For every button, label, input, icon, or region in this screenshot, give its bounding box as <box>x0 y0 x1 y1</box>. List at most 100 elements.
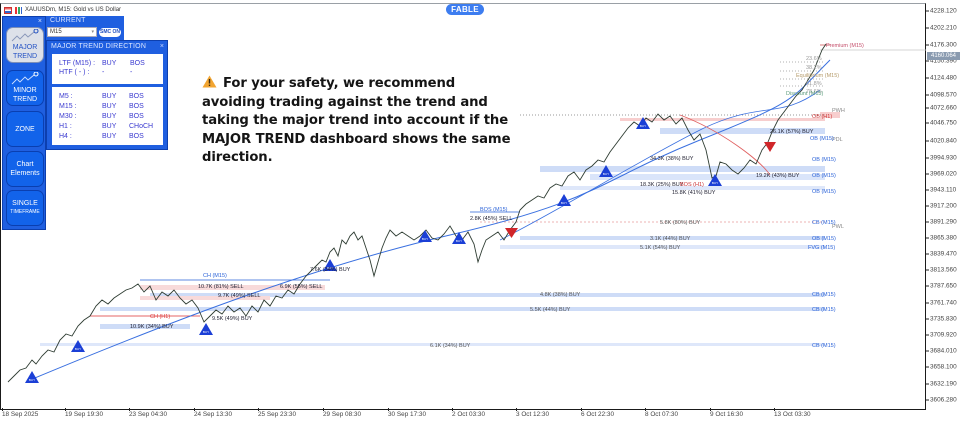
svg-text:PDL: PDL <box>832 137 843 143</box>
svg-text:OB (M15): OB (M15) <box>810 136 834 142</box>
timeframe-label: HTF ( - ) : <box>59 69 90 76</box>
direction-value: BUY <box>102 60 117 67</box>
direction-value: - <box>102 69 105 76</box>
svg-text:OB (M15): OB (M15) <box>812 173 836 179</box>
current-timeframe-panel: CURRENT M15 ▾ SMC ON <box>46 16 124 40</box>
signal-value: BOS <box>130 60 145 67</box>
price-axis[interactable]: 4228.120 4202.210 4176.300 4150.390 4124.480… <box>926 4 960 410</box>
price-tick-label: 3684.010 <box>926 348 957 355</box>
chart-grid-icon <box>4 6 12 14</box>
signal-value: BOS <box>129 93 144 100</box>
single-timeframe-button[interactable]: SINGLE TIMEFRAME <box>6 190 44 226</box>
trend-row: LTF (M15) : BUY BOS <box>52 59 163 68</box>
trend-row: M15 : BUY BOS <box>52 102 163 111</box>
timeframe-value: M15 <box>50 29 62 35</box>
price-tick-label: 4202.210 <box>926 25 957 32</box>
current-label: CURRENT <box>50 17 86 24</box>
svg-text:4.8K (38%) BUY: 4.8K (38%) BUY <box>540 292 581 298</box>
svg-text:CB (M15): CB (M15) <box>812 220 836 226</box>
smc-toggle-button[interactable]: SMC ON <box>99 28 121 37</box>
ltf-htf-summary: LTF (M15) : BUY BOS HTF ( - ) : - - <box>52 54 163 84</box>
time-tick-label: 3 Oct 12:30 <box>516 408 550 418</box>
chart-title-bar: XAUUSDm, M15: Gold vs US Dollar <box>4 4 121 16</box>
price-tick-label: 3813.560 <box>926 267 957 274</box>
price-tick-label: 4176.300 <box>926 42 957 49</box>
chart-elements-button[interactable]: Chart Elements <box>6 151 44 187</box>
price-tick-label: 3632.190 <box>926 381 957 388</box>
svg-text:FVG (M15): FVG (M15) <box>808 245 835 251</box>
trend-row: H4 : BUY BOS <box>52 132 163 141</box>
minor-trend-label-2: TREND <box>12 96 38 103</box>
price-tick-label: 3994.930 <box>926 155 957 162</box>
price-chart[interactable]: BUY <box>0 0 926 410</box>
timeframe-label: H4 : <box>59 133 72 140</box>
svg-text:18.3K (25%) BUY: 18.3K (25%) BUY <box>640 182 684 188</box>
svg-text:61.8%: 61.8% <box>806 81 822 87</box>
price-tick-label: 4020.840 <box>926 138 957 145</box>
chart-elements-label-1: Chart <box>16 161 34 168</box>
svg-text:CH (M15): CH (M15) <box>203 273 227 279</box>
single-timeframe-label-1: SINGLE <box>12 200 38 207</box>
signal-value: - <box>130 69 133 76</box>
zone-label: ZONE <box>15 125 35 133</box>
timeframe-select[interactable]: M15 ▾ <box>47 27 97 37</box>
svg-text:78.6%: 78.6% <box>806 89 822 95</box>
time-tick-label: 29 Sep 08:30 <box>323 408 362 418</box>
close-icon[interactable]: × <box>37 18 42 25</box>
time-tick-label: 18 Sep 2025 <box>2 408 39 418</box>
zone-button[interactable]: ZONE <box>6 111 44 147</box>
single-timeframe-label-2: TIMEFRAME <box>10 209 40 215</box>
timeframe-label: M15 : <box>59 103 77 110</box>
time-tick-label: 8 Oct 07:30 <box>645 408 679 418</box>
svg-text:23.6%: 23.6% <box>806 56 822 62</box>
brand-badge: FABLE <box>446 4 484 15</box>
svg-text:6.9K (55%) SELL: 6.9K (55%) SELL <box>280 284 323 290</box>
close-icon[interactable]: × <box>159 43 164 50</box>
price-tick-label: 4072.660 <box>926 105 957 112</box>
svg-text:CB (M15): CB (M15) <box>812 343 836 349</box>
chart-elements-label-2: Elements <box>10 170 40 177</box>
signal-value: BOS <box>129 103 144 110</box>
signal-value: CHoCH <box>129 123 154 130</box>
svg-text:OB (M15): OB (M15) <box>812 236 836 242</box>
svg-text:9.5K (49%) BUY: 9.5K (49%) BUY <box>212 316 253 322</box>
trend-chart-icon <box>11 72 39 85</box>
svg-text:10.9K (34%) BUY: 10.9K (34%) BUY <box>130 324 174 330</box>
timeframe-label: M30 : <box>59 113 77 120</box>
direction-value: BUY <box>102 113 117 120</box>
time-tick-label: 2 Oct 03:30 <box>452 408 486 418</box>
svg-text:26.1K (57%) BUY: 26.1K (57%) BUY <box>770 129 814 135</box>
warning-text: For your safety, we recommend avoiding t… <box>202 76 511 165</box>
major-trend-button[interactable]: MAJOR TREND <box>6 27 44 63</box>
time-tick-label: 24 Sep 13:30 <box>194 408 233 418</box>
svg-text:7.6K (34%) BUY: 7.6K (34%) BUY <box>310 267 351 273</box>
direction-value: BUY <box>102 93 117 100</box>
timeframe-trend-table: M5 : BUY BOS M15 : BUY BOS M30 : BUY BOS… <box>52 87 163 145</box>
time-axis[interactable]: 18 Sep 2025 19 Sep 19:30 23 Sep 04:30 24 Se… <box>0 408 926 423</box>
trend-row: M30 : BUY BOS <box>52 112 163 121</box>
safety-warning: For your safety, we recommend avoiding t… <box>202 75 522 168</box>
svg-text:CH (H1): CH (H1) <box>150 314 170 320</box>
current-price-label: 4160.064 <box>927 52 960 60</box>
price-tick-label: 3839.470 <box>926 251 957 258</box>
timeframe-label: H1 : <box>59 123 72 130</box>
price-tick-label: 3943.110 <box>926 187 956 194</box>
svg-text:5.1K (54%) BUY: 5.1K (54%) BUY <box>640 245 681 251</box>
svg-text:9.7K (49%) SELL: 9.7K (49%) SELL <box>218 293 261 299</box>
price-tick-label: 4098.570 <box>926 92 957 99</box>
side-menu-panel: × MAJOR TREND MINOR TREND ZONE Chart Ele… <box>2 16 46 230</box>
svg-text:CB (M15): CB (M15) <box>812 292 836 298</box>
time-tick-label: 6 Oct 22:30 <box>581 408 615 418</box>
svg-text:15.8K (41%) BUY: 15.8K (41%) BUY <box>672 190 716 196</box>
time-tick-label: 23 Sep 04:30 <box>129 408 168 418</box>
svg-text:6.1K (34%) BUY: 6.1K (34%) BUY <box>430 343 471 349</box>
price-tick-label: 4228.120 <box>926 8 957 15</box>
chart-symbol-title: XAUUSDm, M15: Gold vs US Dollar <box>25 7 122 13</box>
svg-text:19.2K (43%) BUY: 19.2K (43%) BUY <box>756 173 800 179</box>
svg-text:34.3K (38%) BUY: 34.3K (38%) BUY <box>650 156 694 162</box>
price-tick-label: 3735.830 <box>926 316 957 323</box>
svg-text:3.1K (44%) BUY: 3.1K (44%) BUY <box>650 236 691 242</box>
minor-trend-button[interactable]: MINOR TREND <box>6 70 44 106</box>
price-tick-label: 3865.380 <box>926 235 957 242</box>
